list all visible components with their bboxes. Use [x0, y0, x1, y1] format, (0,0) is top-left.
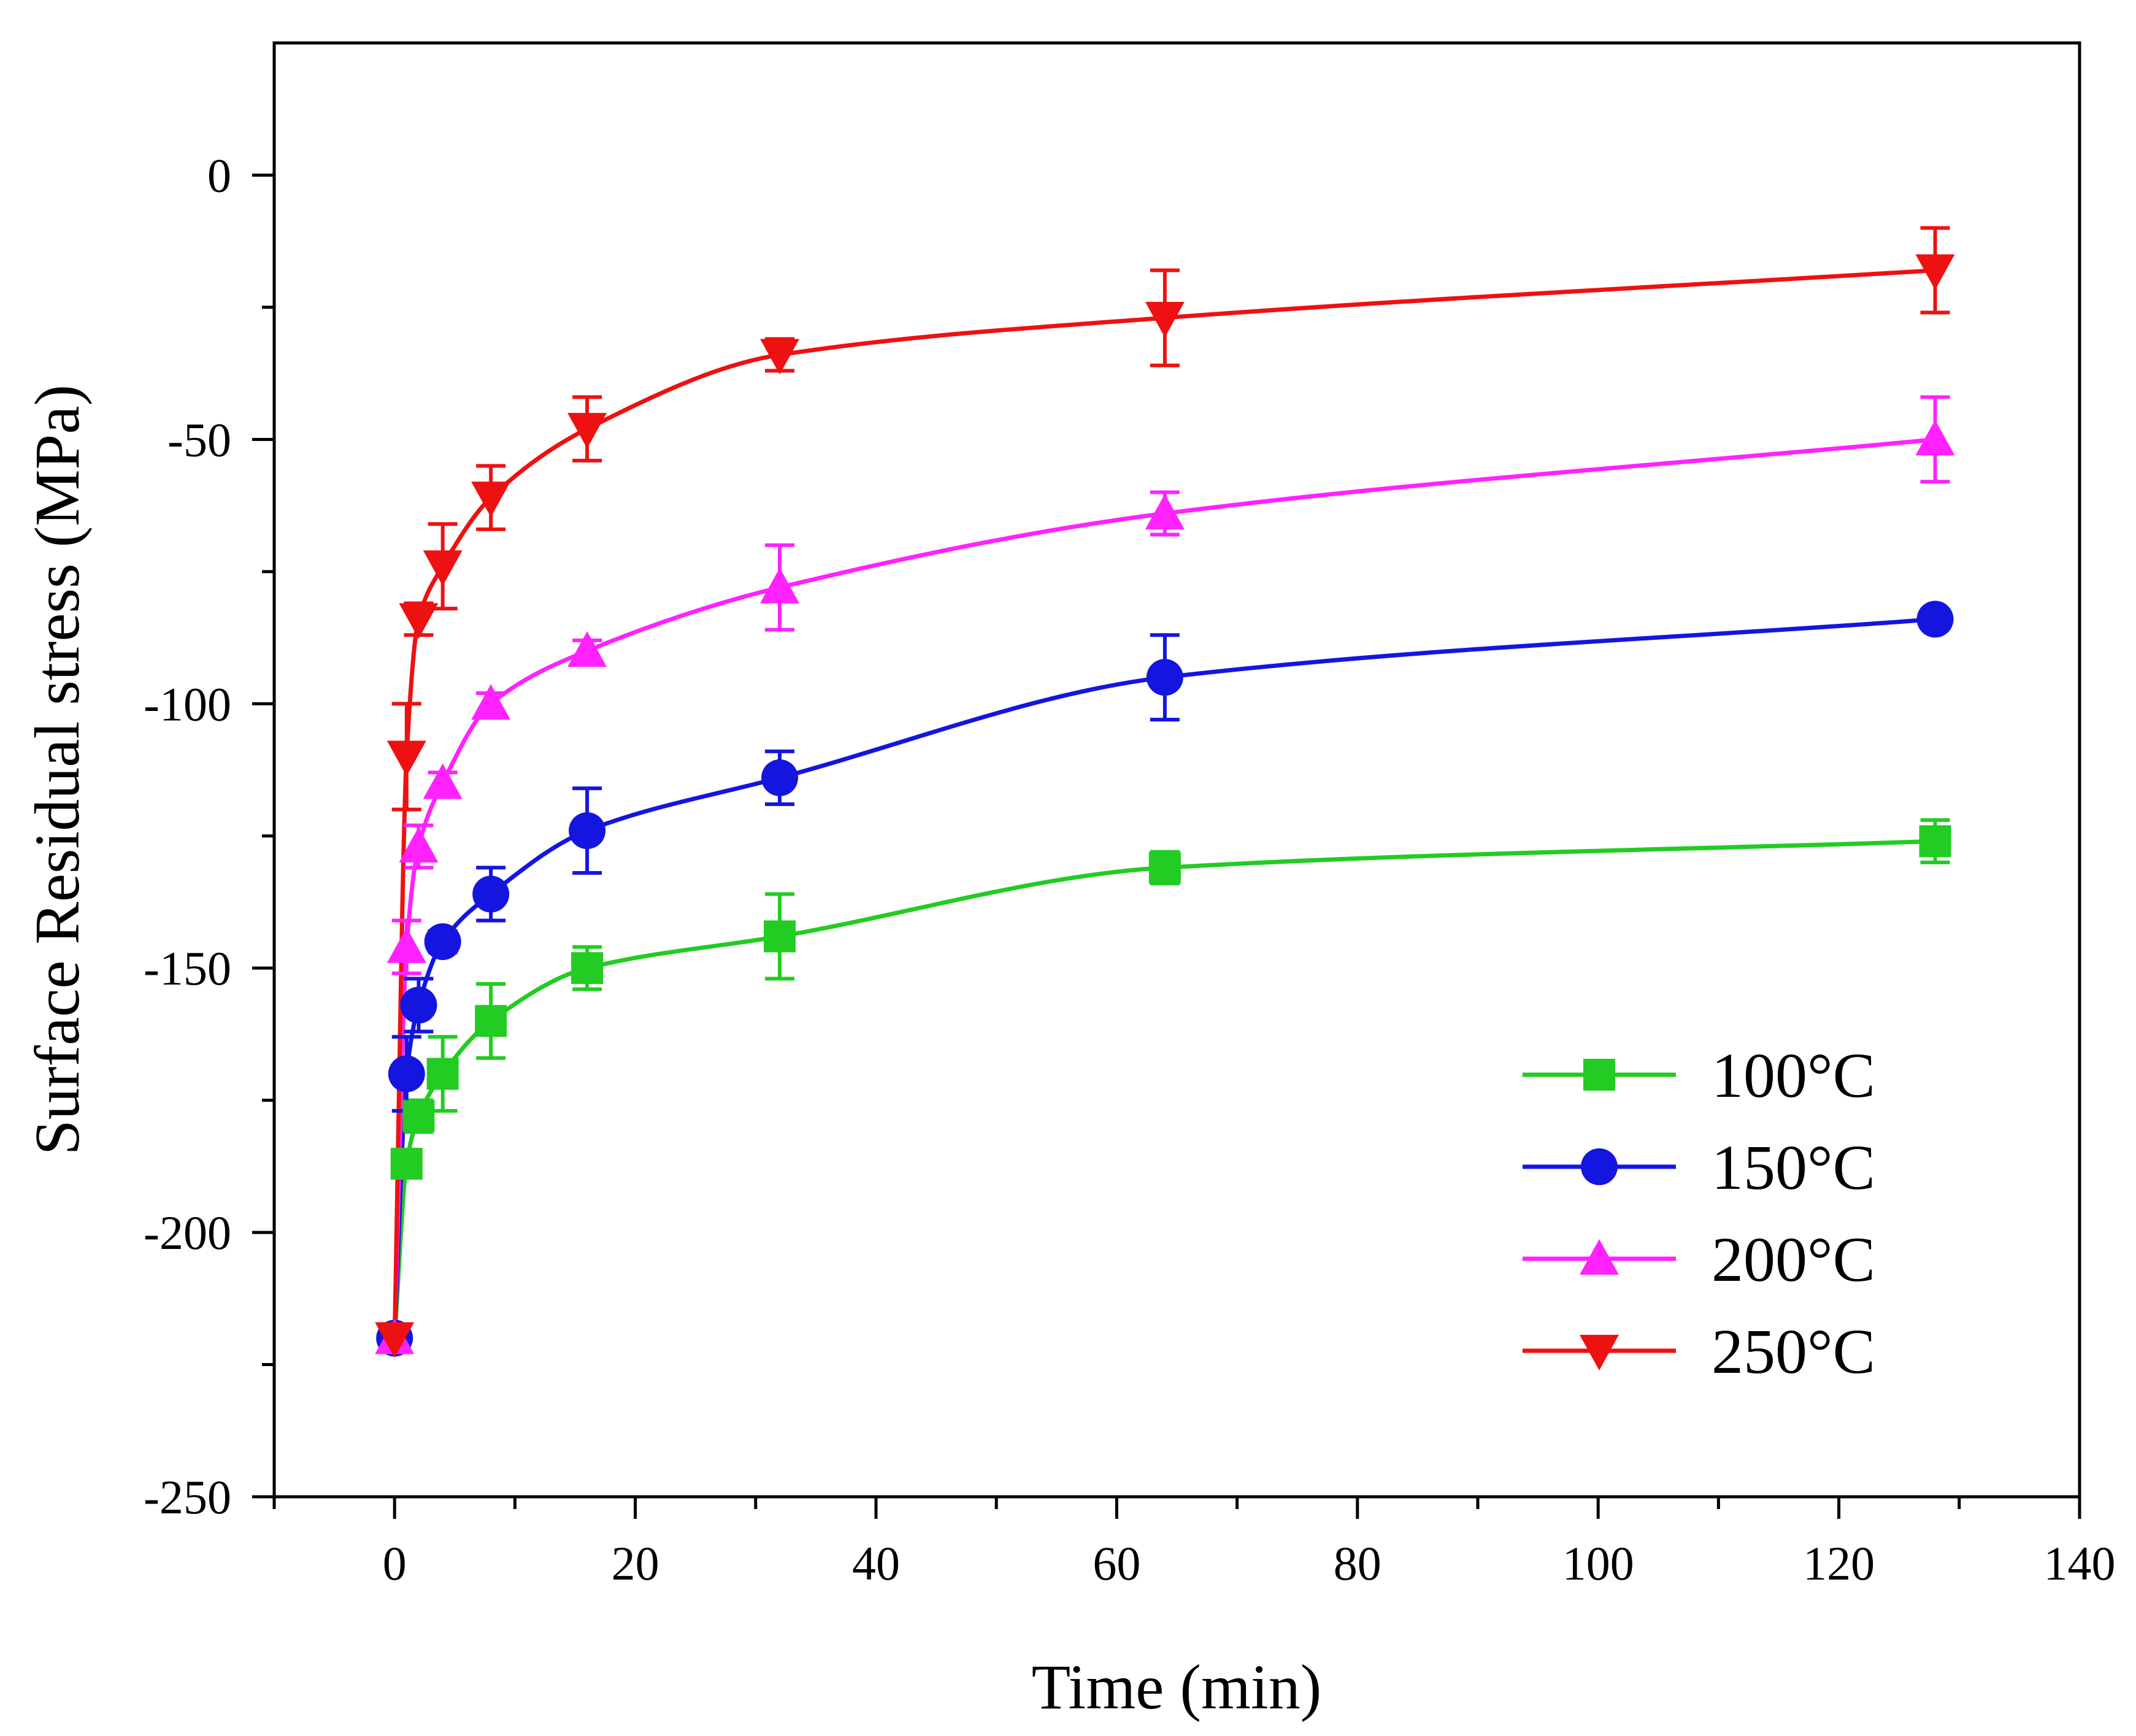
- legend-marker-100c: [1583, 1059, 1615, 1091]
- legend: 100°C 150°C 200°C 250°C: [1523, 1040, 1875, 1387]
- legend-marker-200c: [1580, 1239, 1619, 1275]
- x-axis-title: Time (min): [1032, 1652, 1322, 1723]
- point-250c: [471, 482, 511, 518]
- legend-label-150c: 150°C: [1711, 1132, 1875, 1203]
- y-axis-title: Surface Residual stress (MPa): [22, 385, 93, 1155]
- point-250c: [567, 413, 607, 449]
- point-200c: [1145, 494, 1185, 530]
- y-tick-label: 0: [207, 148, 231, 202]
- y-tick-label: -200: [144, 1206, 231, 1259]
- point-100c: [402, 1100, 435, 1132]
- legend-label-200c: 200°C: [1711, 1224, 1875, 1295]
- point-250c: [423, 550, 463, 586]
- point-150c: [569, 812, 606, 850]
- point-150c: [400, 986, 437, 1024]
- point-150c: [1146, 659, 1183, 696]
- x-axis: 0 20 40 60 80 100 120 140: [272, 1497, 2116, 1590]
- curve-250c: [392, 268, 1935, 1338]
- legend-label-250c: 250°C: [1711, 1316, 1875, 1387]
- fit-curves: [392, 268, 1935, 1338]
- x-tick-label: 40: [852, 1537, 900, 1590]
- point-250c: [375, 1322, 415, 1358]
- y-tick-label: -150: [144, 942, 231, 995]
- x-tick-label: 100: [1562, 1537, 1634, 1590]
- point-250c: [386, 740, 426, 777]
- curve-100c: [392, 839, 1935, 1338]
- point-200c: [471, 684, 511, 720]
- x-tick-label: 20: [612, 1537, 659, 1590]
- point-150c: [472, 875, 510, 913]
- point-100c: [475, 1005, 507, 1037]
- y-tick-label: -250: [144, 1470, 231, 1524]
- x-tick-label: 60: [1093, 1537, 1140, 1590]
- legend-label-100c: 100°C: [1711, 1040, 1875, 1111]
- y-axis: 0 -50 -100 -150 -200 -250: [144, 148, 274, 1524]
- plot-area-frame: [272, 41, 2081, 1499]
- point-250c: [760, 339, 800, 375]
- point-200c: [423, 763, 463, 799]
- point-100c: [1148, 851, 1181, 884]
- legend-marker-250c: [1580, 1335, 1619, 1370]
- point-250c: [1145, 302, 1185, 338]
- point-200c: [386, 927, 426, 963]
- point-100c: [426, 1058, 459, 1090]
- point-150c: [761, 759, 799, 796]
- point-250c: [399, 603, 439, 639]
- point-250c: [1915, 254, 1955, 290]
- x-tick-label: 0: [383, 1537, 407, 1590]
- point-200c: [399, 826, 439, 862]
- point-200c: [760, 567, 800, 604]
- point-150c: [424, 923, 461, 961]
- point-100c: [390, 1148, 423, 1180]
- point-100c: [764, 920, 796, 953]
- legend-marker-150c: [1581, 1148, 1618, 1185]
- curve-200c: [392, 437, 1935, 1338]
- point-100c: [1919, 825, 1951, 858]
- curve-150c: [392, 616, 1935, 1338]
- data-points: [375, 254, 1955, 1358]
- point-150c: [1916, 601, 1954, 638]
- point-100c: [571, 952, 604, 985]
- point-200c: [567, 631, 607, 667]
- x-tick-label: 120: [1803, 1537, 1875, 1590]
- point-200c: [1915, 420, 1955, 456]
- x-tick-label: 80: [1334, 1537, 1381, 1590]
- x-tick-label: 140: [2044, 1537, 2116, 1590]
- point-150c: [388, 1055, 425, 1093]
- y-tick-label: -100: [144, 677, 231, 731]
- y-tick-label: -50: [167, 413, 231, 466]
